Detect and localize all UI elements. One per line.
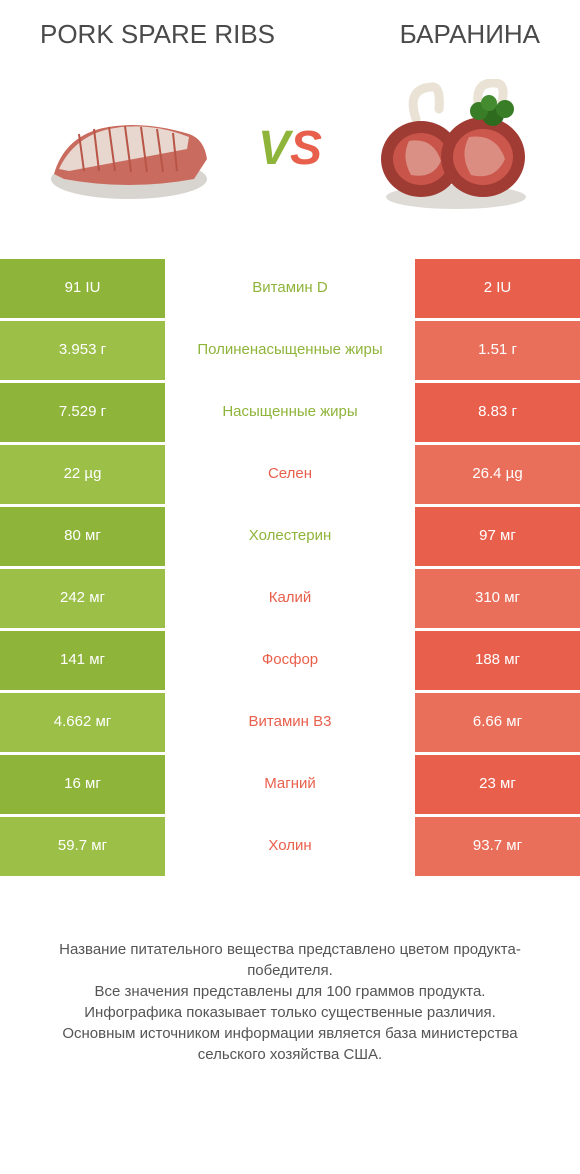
left-value: 4.662 мг [0,693,165,752]
right-value: 8.83 г [415,383,580,442]
left-value: 16 мг [0,755,165,814]
header: PORK SPARE RIBS БАРАНИНА [0,0,580,59]
footer-line-4: Основным источником информации является … [30,1023,550,1065]
right-value: 26.4 µg [415,445,580,504]
pork-ribs-image [39,79,219,219]
left-value: 22 µg [0,445,165,504]
footer-line-1: Название питательного вещества представл… [30,939,550,981]
table-row: 141 мгФосфор188 мг [0,631,580,693]
vs-s: S [290,122,322,175]
left-value: 3.953 г [0,321,165,380]
left-value: 242 мг [0,569,165,628]
footer-line-2: Все значения представлены для 100 граммо… [30,981,550,1002]
table-row: 59.7 мгХолин93.7 мг [0,817,580,879]
table-row: 80 мгХолестерин97 мг [0,507,580,569]
images-row: VS [0,59,580,259]
footer-line-3: Инфографика показывает только существенн… [30,1002,550,1023]
nutrient-label: Калий [165,569,415,628]
left-value: 80 мг [0,507,165,566]
vs-label: VS [258,121,322,176]
table-row: 3.953 гПолиненасыщенные жиры1.51 г [0,321,580,383]
footer-notes: Название питательного вещества представл… [0,879,580,1085]
right-value: 97 мг [415,507,580,566]
table-row: 16 мгМагний23 мг [0,755,580,817]
nutrient-label: Селен [165,445,415,504]
right-value: 23 мг [415,755,580,814]
nutrient-label: Холестерин [165,507,415,566]
nutrient-label: Витамин D [165,259,415,318]
left-value: 7.529 г [0,383,165,442]
nutrient-label: Полиненасыщенные жиры [165,321,415,380]
nutrient-label: Насыщенные жиры [165,383,415,442]
nutrient-label: Холин [165,817,415,876]
right-value: 1.51 г [415,321,580,380]
table-row: 4.662 мгВитамин B36.66 мг [0,693,580,755]
left-value: 91 IU [0,259,165,318]
table-row: 22 µgСелен26.4 µg [0,445,580,507]
left-value: 59.7 мг [0,817,165,876]
left-value: 141 мг [0,631,165,690]
right-value: 93.7 мг [415,817,580,876]
nutrient-label: Магний [165,755,415,814]
table-row: 7.529 гНасыщенные жиры8.83 г [0,383,580,445]
nutrient-label: Фосфор [165,631,415,690]
vs-v: V [258,122,290,175]
right-value: 310 мг [415,569,580,628]
table-row: 91 IUВитамин D2 IU [0,259,580,321]
comparison-table: 91 IUВитамин D2 IU3.953 гПолиненасыщенны… [0,259,580,879]
right-value: 188 мг [415,631,580,690]
table-row: 242 мгКалий310 мг [0,569,580,631]
right-value: 2 IU [415,259,580,318]
right-value: 6.66 мг [415,693,580,752]
lamb-image [361,79,541,219]
right-product-title: БАРАНИНА [285,20,550,49]
nutrient-label: Витамин B3 [165,693,415,752]
left-product-title: PORK SPARE RIBS [30,20,285,49]
